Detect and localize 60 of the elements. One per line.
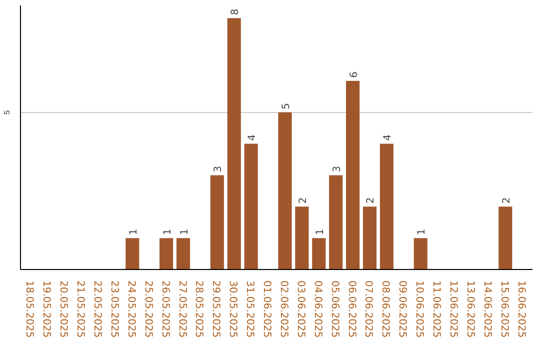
x-tick-label: 16.06.2025 bbox=[515, 280, 526, 338]
bar bbox=[498, 206, 512, 270]
x-tick-label: 27.05.2025 bbox=[176, 280, 188, 338]
bar bbox=[312, 238, 326, 270]
data-label: 1 bbox=[162, 228, 174, 236]
x-tick-label: 13.06.2025 bbox=[464, 280, 476, 338]
x-tick-label: 15.06.2025 bbox=[498, 280, 510, 338]
data-label: 4 bbox=[382, 134, 394, 141]
x-tick-label: 24.05.2025 bbox=[125, 280, 136, 338]
data-label: 2 bbox=[501, 197, 512, 204]
data-label: 5 bbox=[280, 102, 292, 110]
x-tick-label: 29.05.2025 bbox=[210, 280, 222, 338]
x-tick-label: 14.06.2025 bbox=[481, 280, 492, 338]
data-label: 1 bbox=[128, 228, 140, 236]
bar bbox=[329, 175, 343, 270]
x-tick-label: 06.06.2025 bbox=[346, 280, 357, 338]
x-tick-label: 20.05.2025 bbox=[58, 280, 69, 338]
data-label: 3 bbox=[213, 166, 224, 172]
x-tick-label: 21.05.2025 bbox=[74, 280, 86, 338]
x-tick-label: 22.05.2025 bbox=[91, 280, 102, 338]
data-label: 1 bbox=[416, 228, 428, 236]
x-tick-label: 07.06.2025 bbox=[362, 280, 374, 338]
x-tick-label: 18.05.2025 bbox=[24, 280, 35, 338]
bar bbox=[244, 144, 258, 270]
bar bbox=[380, 144, 394, 270]
x-tick-label: 28.05.2025 bbox=[193, 280, 204, 338]
data-label: 8 bbox=[230, 8, 242, 16]
bar bbox=[126, 238, 140, 270]
bar bbox=[295, 206, 309, 270]
x-tick-label: 11.06.2025 bbox=[430, 280, 442, 338]
x-tick-label: 08.06.2025 bbox=[380, 280, 391, 338]
data-label: 6 bbox=[348, 72, 360, 78]
bar bbox=[176, 238, 190, 270]
data-label: 3 bbox=[332, 166, 343, 172]
data-label: 2 bbox=[298, 197, 309, 204]
x-tick-label: 19.05.2025 bbox=[40, 280, 52, 338]
bar bbox=[210, 175, 224, 270]
x-tick-label: 04.06.2025 bbox=[312, 280, 323, 338]
x-tick-label: 25.05.2025 bbox=[142, 280, 154, 338]
data-label: 4 bbox=[247, 134, 258, 141]
bar bbox=[160, 238, 174, 270]
x-tick-label: 09.06.2025 bbox=[396, 280, 408, 338]
data-label: 1 bbox=[179, 228, 190, 236]
x-tick-label: 05.06.2025 bbox=[328, 280, 340, 338]
x-tick-label: 10.06.2025 bbox=[414, 280, 425, 338]
x-tick-label: 30.05.2025 bbox=[227, 280, 238, 338]
bar bbox=[278, 112, 292, 270]
data-label: 2 bbox=[366, 197, 377, 204]
x-tick-label: 31.05.2025 bbox=[244, 280, 256, 338]
x-tick-label: 02.06.2025 bbox=[278, 280, 289, 338]
x-tick-label: 01.06.2025 bbox=[261, 280, 272, 338]
bar bbox=[346, 80, 360, 270]
x-tick-label: 03.06.2025 bbox=[294, 280, 306, 338]
data-label: 1 bbox=[314, 228, 326, 236]
bar bbox=[414, 238, 428, 270]
x-tick-label: 23.05.2025 bbox=[108, 280, 120, 338]
bar bbox=[227, 18, 241, 270]
x-tick-label: 26.05.2025 bbox=[159, 280, 170, 338]
x-tick-label: 12.06.2025 bbox=[448, 280, 459, 338]
bar bbox=[362, 206, 377, 270]
